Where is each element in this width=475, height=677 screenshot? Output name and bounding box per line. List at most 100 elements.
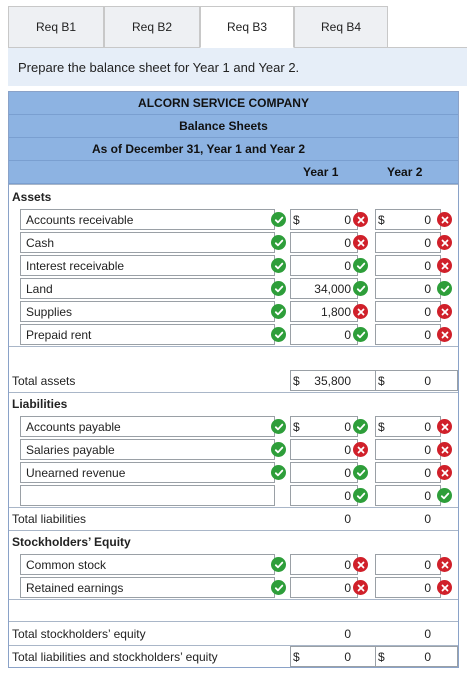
x-icon	[437, 580, 452, 595]
x-icon	[353, 557, 368, 572]
section-heading: Assets	[12, 189, 52, 204]
currency-symbol: $	[293, 419, 300, 434]
currency-symbol: $	[293, 212, 300, 227]
row-label: Total liabilities	[12, 511, 87, 526]
account-name-field[interactable]	[20, 232, 275, 253]
row-divider	[9, 507, 458, 508]
statement-date: As of December 31, Year 1 and Year 2	[9, 138, 458, 161]
year2-value: 0	[424, 488, 431, 503]
x-icon	[437, 304, 452, 319]
row-label: Total assets	[12, 373, 76, 388]
tab-req-b3[interactable]: Req B3	[200, 6, 294, 48]
row-label: Total liabilities and stockholders’ equi…	[12, 649, 218, 664]
total-liabilities-row: Total liabilities 0 0	[9, 507, 458, 530]
check-icon	[271, 580, 286, 595]
total-assets-row: Total assets $35,800 $0	[9, 369, 458, 392]
x-icon	[353, 212, 368, 227]
row-label: Supplies	[26, 304, 73, 319]
tab-req-b2[interactable]: Req B2	[104, 6, 200, 48]
row-label: Cash	[26, 235, 55, 250]
check-icon	[271, 304, 286, 319]
year1-value: 0	[344, 442, 351, 457]
year1-value: 0	[344, 511, 351, 526]
check-icon	[271, 419, 286, 434]
row-divider	[9, 599, 458, 600]
section-heading: Stockholders’ Equity	[12, 534, 131, 549]
year1-value: 0	[344, 419, 351, 434]
row-label: Accounts receivable	[26, 212, 134, 227]
currency-symbol: $	[378, 419, 385, 434]
currency-symbol: $	[378, 212, 385, 227]
check-icon	[353, 488, 368, 503]
check-icon	[437, 488, 452, 503]
year2-value: 0	[424, 281, 431, 296]
assets-heading: Assets	[9, 185, 458, 208]
currency-symbol: $	[293, 649, 300, 664]
year2-header: Year 2	[387, 165, 423, 179]
check-icon	[271, 557, 286, 572]
x-icon	[437, 557, 452, 572]
year2-value: 0	[424, 373, 431, 388]
row-divider	[9, 621, 458, 622]
check-icon	[437, 281, 452, 296]
year1-value: 34,000	[314, 281, 351, 296]
year1-value: 0	[344, 212, 351, 227]
row-label: Retained earnings	[26, 580, 124, 595]
year2-value: 0	[424, 212, 431, 227]
row-divider	[9, 530, 458, 531]
row-divider	[9, 392, 458, 393]
currency-symbol: $	[293, 373, 300, 388]
liability-row: Salaries payable 0 0	[9, 438, 458, 461]
tab-bar: Req B1 Req B2 Req B3 Req B4	[8, 6, 388, 48]
tab-req-b4[interactable]: Req B4	[294, 6, 388, 48]
check-icon	[271, 465, 286, 480]
asset-row: Accounts receivable $0 $0	[9, 208, 458, 231]
year2-value: 0	[424, 235, 431, 250]
tab-req-b1[interactable]: Req B1	[8, 6, 104, 48]
x-icon	[437, 212, 452, 227]
currency-symbol: $	[378, 649, 385, 664]
year2-total	[375, 646, 458, 667]
row-label: Interest receivable	[26, 258, 125, 273]
x-icon	[437, 465, 452, 480]
balance-sheet: ALCORN SERVICE COMPANY Balance Sheets As…	[8, 91, 459, 668]
account-name-field[interactable]	[20, 485, 275, 506]
year1-value: 0	[344, 235, 351, 250]
year2-value: 0	[424, 304, 431, 319]
asset-row: Cash 0 0	[9, 231, 458, 254]
year1-value: 0	[344, 649, 351, 664]
row-divider	[9, 645, 458, 646]
x-icon	[437, 442, 452, 457]
asset-row: Supplies 1,800 0	[9, 300, 458, 323]
check-icon	[271, 235, 286, 250]
x-icon	[353, 304, 368, 319]
check-icon	[353, 258, 368, 273]
year2-value: 0	[424, 442, 431, 457]
year1-header: Year 1	[303, 165, 339, 179]
check-icon	[271, 327, 286, 342]
equity-row: Common stock 0 0	[9, 553, 458, 576]
asset-row: Land 34,000 0	[9, 277, 458, 300]
x-icon	[437, 235, 452, 250]
company-name: ALCORN SERVICE COMPANY	[9, 92, 458, 115]
x-icon	[353, 580, 368, 595]
liability-row: Accounts payable $0 $0	[9, 415, 458, 438]
year2-value: 0	[424, 419, 431, 434]
year2-value: 0	[424, 557, 431, 572]
x-icon	[437, 258, 452, 273]
year1-value: 0	[344, 580, 351, 595]
x-icon	[353, 235, 368, 250]
instruction-text: Prepare the balance sheet for Year 1 and…	[18, 59, 300, 75]
row-label: Total stockholders’ equity	[12, 626, 146, 641]
year1-value: 0	[344, 557, 351, 572]
asset-row: Interest receivable 0 0	[9, 254, 458, 277]
section-heading: Liabilities	[12, 396, 68, 411]
check-icon	[271, 442, 286, 457]
account-name-field[interactable]	[20, 278, 275, 299]
liability-row: Unearned revenue 0 0	[9, 461, 458, 484]
check-icon	[353, 327, 368, 342]
year2-value: 0	[424, 327, 431, 342]
row-label: Land	[26, 281, 53, 296]
total-equity-row: Total stockholders’ equity 0 0	[9, 622, 458, 645]
check-icon	[353, 419, 368, 434]
